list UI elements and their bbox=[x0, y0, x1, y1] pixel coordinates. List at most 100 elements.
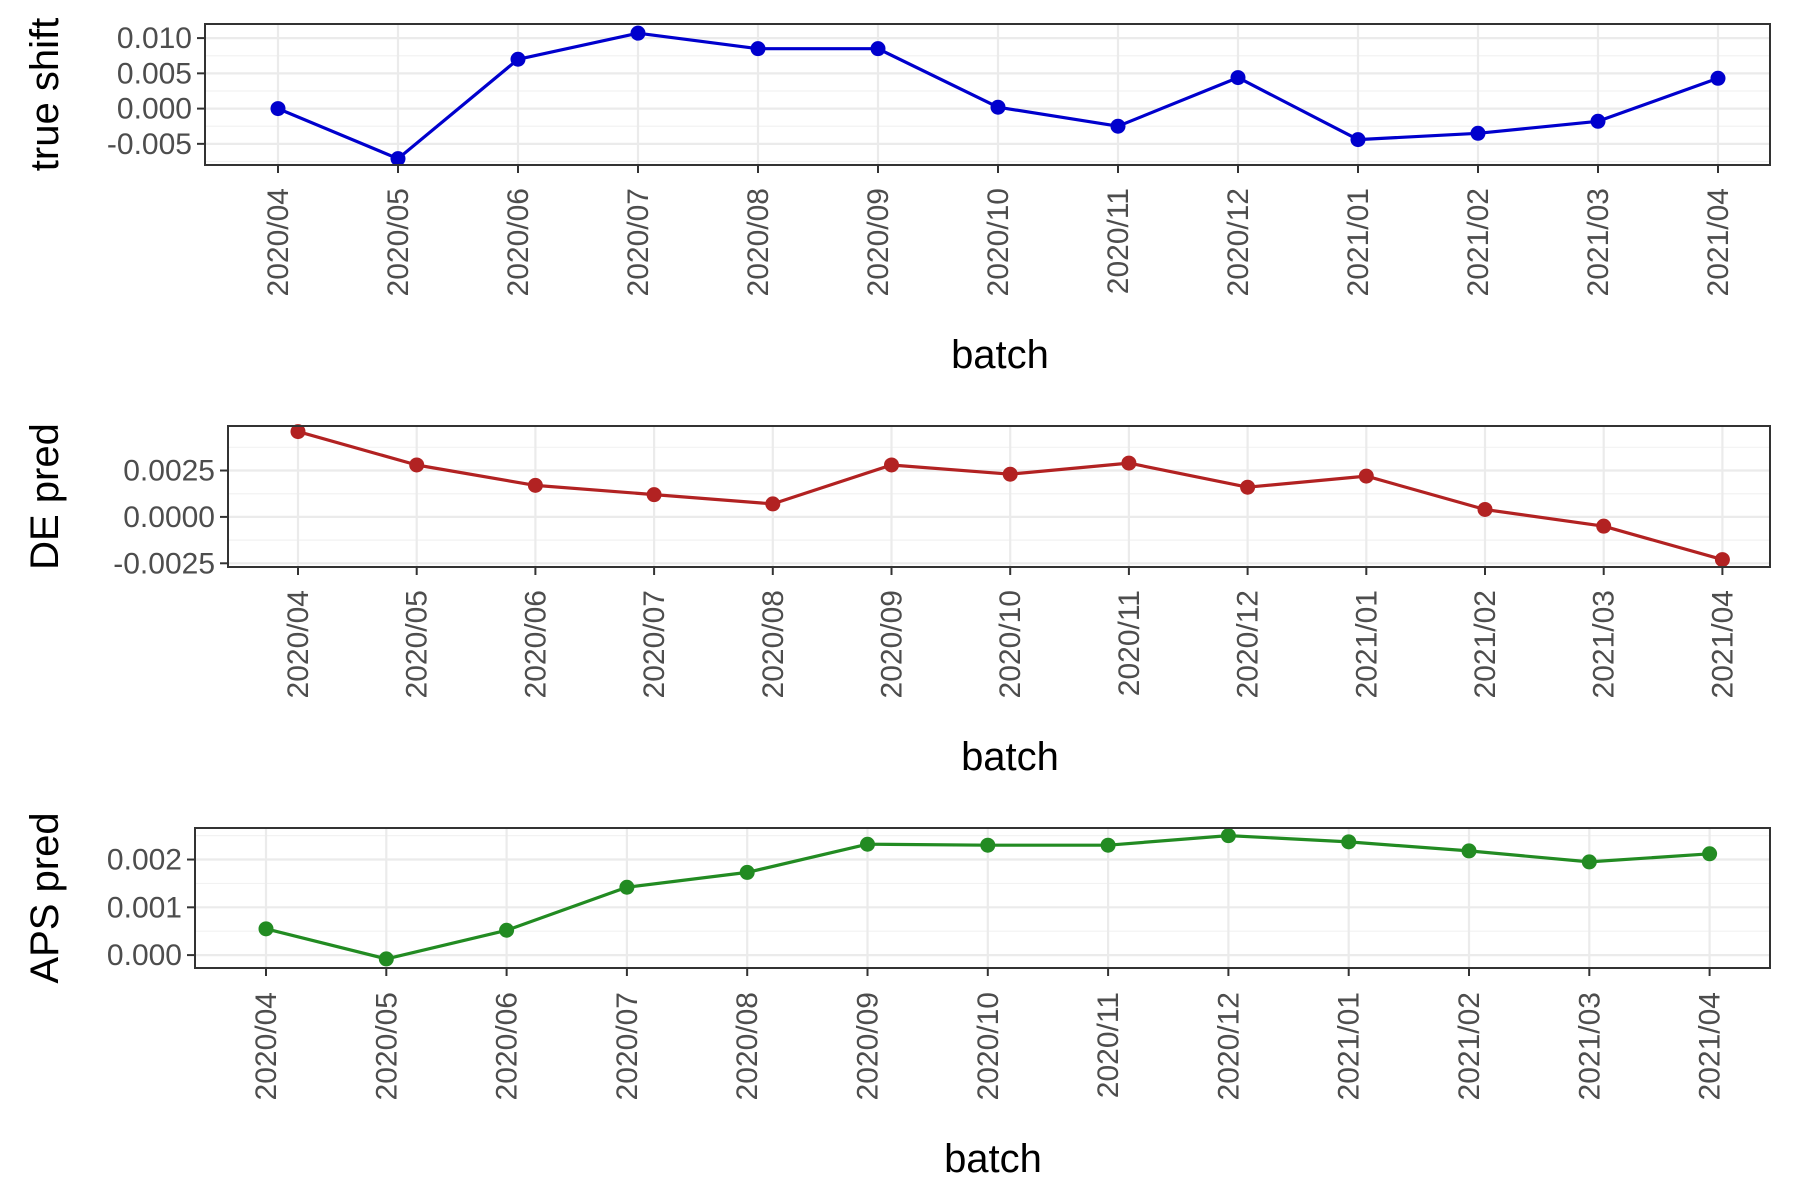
data-point-de-pred-2 bbox=[527, 477, 543, 493]
points-true-shift bbox=[270, 25, 1726, 167]
data-point-de-pred-5 bbox=[884, 457, 899, 473]
y-tick-label: 0.000 bbox=[117, 93, 192, 126]
x-tick-label: 2020/09 bbox=[852, 992, 885, 1100]
x-axis-title-true-shift: batch bbox=[951, 333, 1049, 377]
x-tick-label: 2020/11 bbox=[1113, 590, 1146, 696]
panel-border bbox=[204, 23, 1771, 166]
x-tick-label: 2020/05 bbox=[370, 992, 403, 1100]
x-tick-label: 2020/12 bbox=[1222, 188, 1255, 296]
data-point-true-shift-8 bbox=[1230, 70, 1246, 86]
x-tick-label: 2021/03 bbox=[1573, 992, 1606, 1100]
x-tick-label: 2020/06 bbox=[519, 590, 552, 698]
x-tick-label: 2020/10 bbox=[982, 188, 1015, 296]
x-tick-label: 2020/08 bbox=[757, 590, 790, 698]
x-tick-label: 2020/09 bbox=[876, 590, 909, 698]
x-tick-label: 2021/01 bbox=[1333, 992, 1366, 1100]
x-tick-label: 2020/07 bbox=[622, 188, 655, 296]
x-tick-label: 2021/04 bbox=[1702, 188, 1735, 296]
x-tick-label: 2021/02 bbox=[1462, 188, 1495, 296]
x-axis-title-de-pred: batch bbox=[961, 735, 1059, 779]
y-axis-title-aps-pred: APS pred bbox=[23, 812, 67, 983]
y-axis-de-pred: -0.0025 0.0000 0.0025 bbox=[113, 455, 228, 580]
data-point-aps-pred-12 bbox=[1702, 846, 1718, 862]
data-point-de-pred-11 bbox=[1596, 518, 1612, 534]
data-point-true-shift-9 bbox=[1350, 132, 1366, 148]
x-tick-label: 2020/07 bbox=[638, 590, 671, 698]
data-point-aps-pred-8 bbox=[1220, 828, 1236, 844]
data-point-de-pred-6 bbox=[1002, 466, 1018, 482]
data-point-aps-pred-2 bbox=[499, 922, 515, 938]
x-tick-label: 2020/10 bbox=[972, 992, 1005, 1100]
data-point-true-shift-1 bbox=[390, 151, 406, 167]
x-tick-label: 2020/12 bbox=[1232, 590, 1265, 698]
y-tick-label: 0.000 bbox=[107, 939, 182, 972]
panel-border-aps-pred bbox=[194, 827, 1771, 969]
y-axis-aps-pred: 0.000 0.001 0.002 bbox=[107, 844, 195, 972]
x-tick-label: 2021/02 bbox=[1469, 590, 1502, 698]
x-tick-label: 2020/04 bbox=[250, 992, 283, 1100]
y-axis-title-true-shift: true shift bbox=[23, 18, 67, 171]
data-point-true-shift-12 bbox=[1710, 70, 1726, 86]
data-point-aps-pred-4 bbox=[739, 864, 755, 880]
x-tick-label: 2021/03 bbox=[1582, 188, 1615, 296]
data-point-de-pred-7 bbox=[1121, 455, 1137, 471]
data-point-true-shift-5 bbox=[870, 41, 886, 57]
x-tick-label: 2020/10 bbox=[994, 590, 1027, 698]
y-tick-label: -0.0025 bbox=[113, 547, 215, 580]
x-tick-label: 2020/06 bbox=[502, 188, 535, 296]
x-axis-title-aps-pred: batch bbox=[944, 1137, 1042, 1181]
data-point-de-pred-8 bbox=[1240, 479, 1256, 495]
grid-de-pred bbox=[228, 426, 1770, 567]
x-tick-label: 2021/03 bbox=[1588, 590, 1621, 698]
grid-aps-pred bbox=[195, 828, 1770, 968]
x-tick-label: 2020/05 bbox=[401, 590, 434, 698]
y-tick-label: 0.010 bbox=[117, 22, 192, 55]
x-tick-label: 2021/01 bbox=[1350, 590, 1383, 698]
data-point-true-shift-2 bbox=[510, 51, 526, 67]
data-point-aps-pred-0 bbox=[258, 921, 274, 937]
points-de-pred bbox=[290, 424, 1730, 568]
x-axis-aps-pred: 2020/04 2020/05 2020/06 2020/07 2020/08 2020/… bbox=[250, 968, 1727, 1100]
data-point-true-shift-7 bbox=[1110, 118, 1126, 134]
data-point-aps-pred-3 bbox=[619, 879, 635, 895]
data-point-de-pred-12 bbox=[1714, 552, 1730, 568]
panel-border bbox=[194, 827, 1771, 969]
data-point-true-shift-6 bbox=[990, 99, 1006, 115]
data-point-de-pred-0 bbox=[290, 424, 306, 440]
x-tick-label: 2020/07 bbox=[611, 992, 644, 1100]
data-point-true-shift-10 bbox=[1470, 125, 1486, 141]
x-tick-label: 2020/06 bbox=[491, 992, 524, 1100]
grid-true-shift bbox=[205, 24, 1770, 165]
data-point-de-pred-3 bbox=[646, 487, 662, 503]
panel-background bbox=[195, 828, 1770, 968]
data-point-aps-pred-1 bbox=[378, 951, 394, 967]
data-point-aps-pred-7 bbox=[1100, 837, 1116, 853]
panel-background bbox=[205, 24, 1770, 165]
data-point-de-pred-1 bbox=[409, 457, 425, 473]
x-tick-label: 2020/09 bbox=[862, 188, 895, 296]
x-axis-de-pred: 2020/04 2020/05 2020/06 2020/07 2020/08 2020/… bbox=[282, 567, 1739, 698]
panel-border bbox=[227, 425, 1771, 568]
x-axis-true-shift: 2020/04 2020/05 2020/06 2020/07 2020/08 2020/… bbox=[262, 165, 1735, 296]
x-tick-label: 2021/02 bbox=[1453, 992, 1486, 1100]
data-point-true-shift-4 bbox=[750, 41, 766, 57]
x-tick-label: 2021/04 bbox=[1706, 590, 1739, 698]
points-aps-pred bbox=[258, 828, 1718, 967]
x-tick-label: 2020/11 bbox=[1102, 188, 1135, 294]
x-tick-label: 2021/04 bbox=[1694, 992, 1727, 1100]
data-point-aps-pred-9 bbox=[1341, 834, 1357, 850]
y-tick-label: 0.005 bbox=[117, 57, 192, 90]
data-point-aps-pred-5 bbox=[860, 836, 875, 852]
data-point-de-pred-9 bbox=[1358, 468, 1374, 484]
x-tick-label: 2020/08 bbox=[731, 992, 764, 1100]
y-tick-label: 0.001 bbox=[107, 891, 182, 924]
x-tick-label: 2020/11 bbox=[1092, 992, 1125, 1098]
panel-border-de-pred bbox=[227, 425, 1771, 568]
x-tick-label: 2020/08 bbox=[742, 188, 775, 296]
